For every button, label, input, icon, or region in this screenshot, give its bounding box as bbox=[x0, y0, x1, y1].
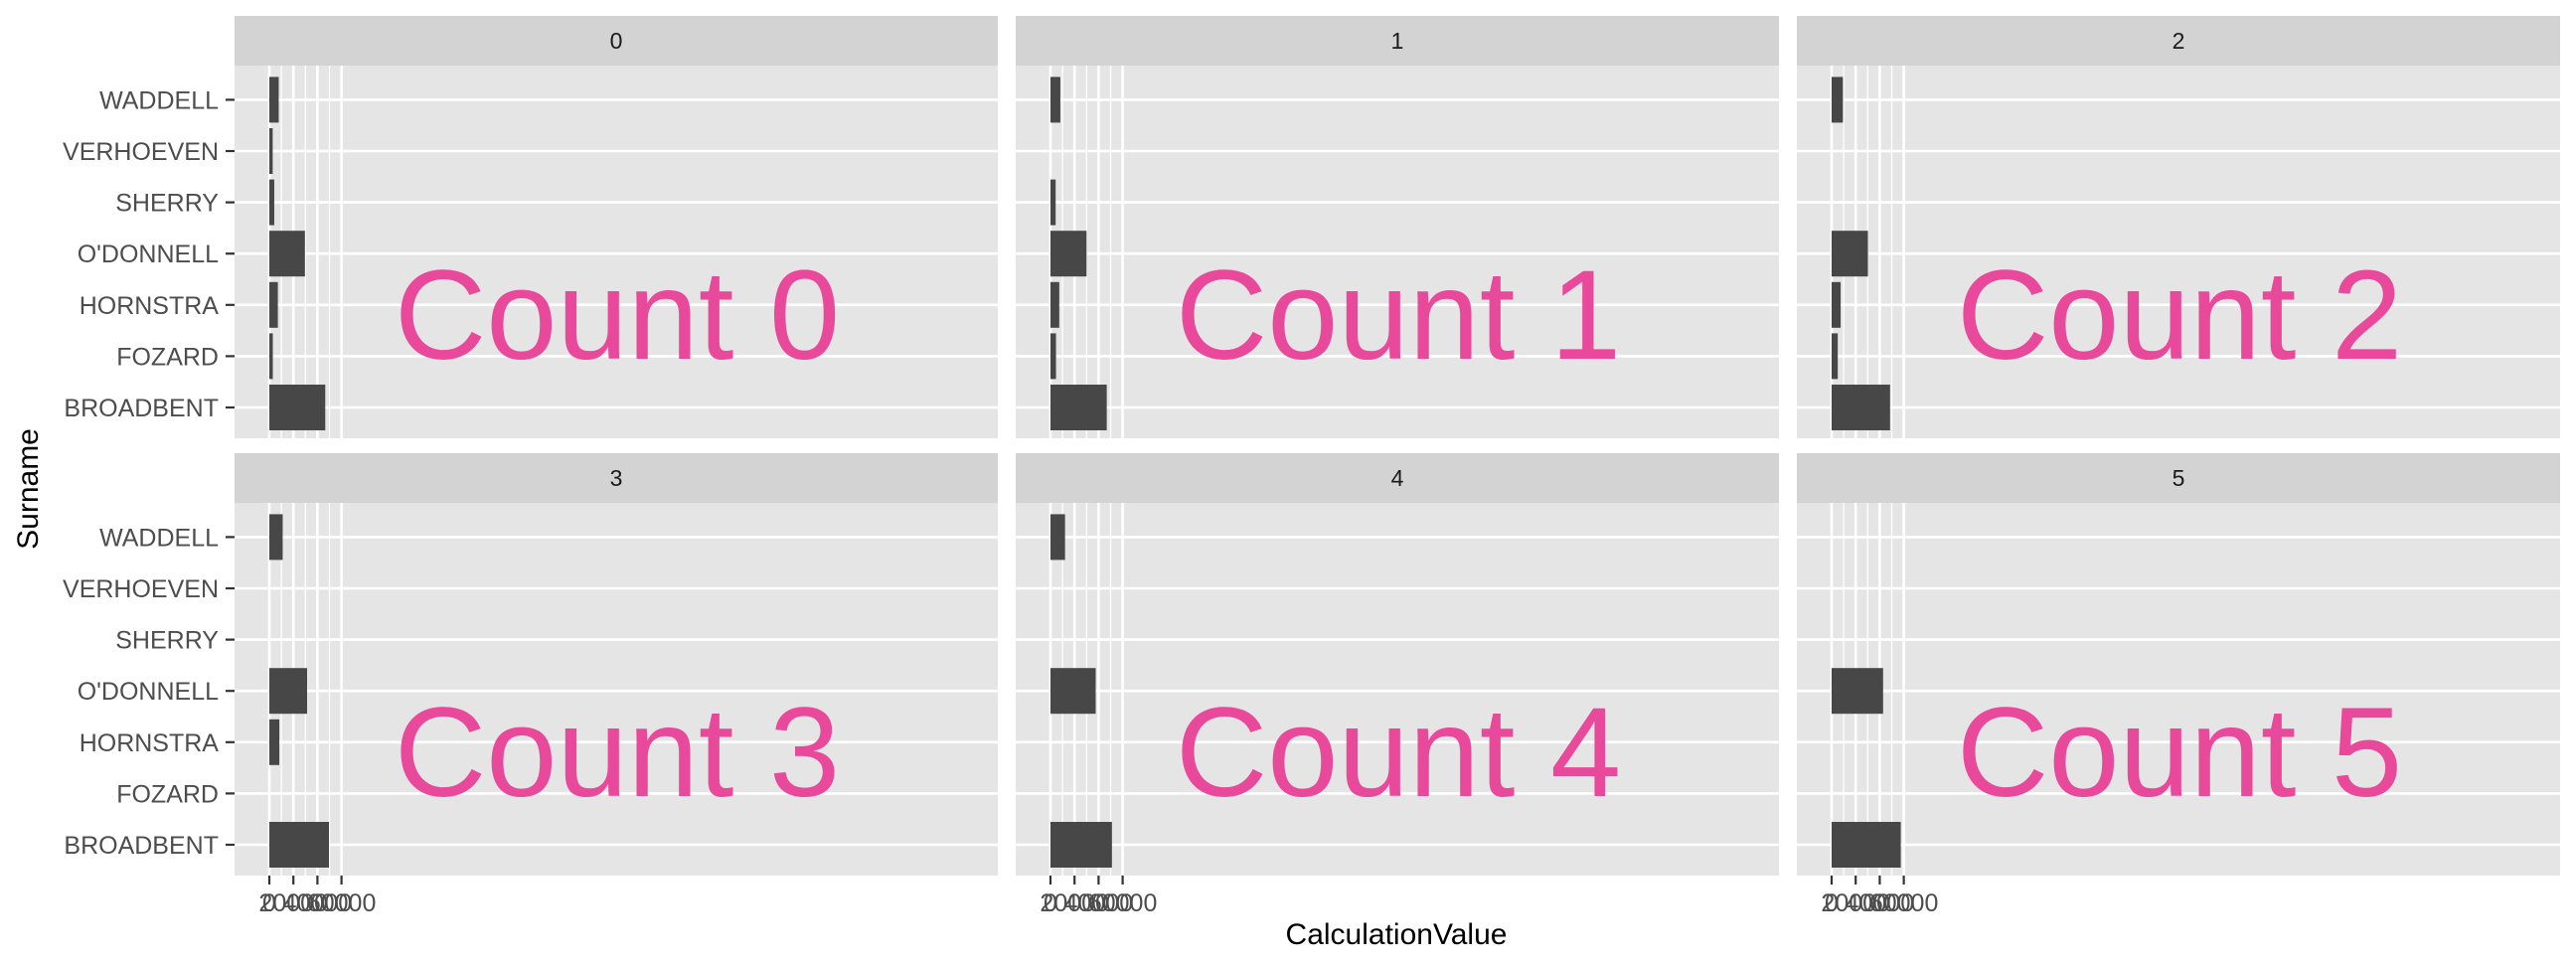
bar-broadbent bbox=[1050, 822, 1112, 868]
x-tick-label: 40000 bbox=[283, 889, 353, 917]
panel-overlay-label: Count 3 bbox=[395, 682, 840, 824]
y-tick-label: HORNSTRA bbox=[80, 729, 220, 757]
x-tick-label: 40000 bbox=[1064, 889, 1134, 917]
bar-odonnell bbox=[269, 668, 307, 715]
x-tick-label: 60000 bbox=[307, 889, 377, 917]
panel-background bbox=[235, 66, 998, 438]
panel-overlay-label: Count 0 bbox=[395, 244, 840, 387]
x-tick-label: 0 bbox=[262, 889, 276, 917]
bar-fozard bbox=[1050, 333, 1056, 380]
facet-panel: 2 Count 2 bbox=[1797, 16, 2560, 438]
bar-sherry bbox=[269, 179, 274, 226]
facet-strip bbox=[1797, 453, 2560, 503]
panel-background bbox=[1797, 503, 2560, 876]
bar-hornstra bbox=[1050, 281, 1059, 328]
x-tick-label: 40000 bbox=[1846, 889, 1915, 917]
y-tick-label: HORNSTRA bbox=[80, 292, 220, 320]
bar-sherry bbox=[1050, 179, 1056, 226]
y-tick-label: FOZARD bbox=[116, 343, 219, 371]
bar-odonnell bbox=[1050, 668, 1096, 715]
facet-panel: 0 Count 0 BROADBENT FOZARD HORNSTRA O'DONNELL… bbox=[63, 16, 998, 438]
y-tick-label: BROADBENT bbox=[64, 395, 219, 422]
bar-fozard bbox=[269, 333, 273, 380]
bar-odonnell bbox=[1832, 231, 1868, 277]
facet-strip bbox=[1016, 453, 1779, 503]
bar-fozard bbox=[1832, 333, 1839, 380]
y-tick-label: VERHOEVEN bbox=[63, 575, 219, 603]
bar-hornstra bbox=[269, 281, 278, 328]
bar-verhoeven bbox=[269, 128, 273, 174]
facet-strip-label: 0 bbox=[610, 28, 623, 54]
y-tick-label: VERHOEVEN bbox=[63, 138, 219, 166]
facet-strip-label: 1 bbox=[1391, 28, 1404, 54]
x-tick-label: 0 bbox=[1825, 889, 1839, 917]
panel-background bbox=[1016, 66, 1779, 438]
bar-broadbent bbox=[1832, 385, 1890, 430]
x-tick-label: 60000 bbox=[1088, 889, 1158, 917]
y-tick-label: O'DONNELL bbox=[78, 678, 219, 706]
bar-broadbent bbox=[1832, 822, 1901, 868]
bar-broadbent bbox=[269, 385, 326, 430]
bar-odonnell bbox=[1050, 231, 1087, 277]
facet-strip-label: 5 bbox=[2173, 465, 2185, 491]
y-tick-label: SHERRY bbox=[115, 190, 219, 218]
panel-overlay-label: Count 2 bbox=[1957, 244, 2402, 387]
y-tick-label: BROADBENT bbox=[64, 832, 219, 860]
bar-odonnell bbox=[269, 231, 305, 277]
bar-waddell bbox=[269, 77, 279, 123]
y-tick-label: O'DONNELL bbox=[78, 241, 219, 268]
bar-hornstra bbox=[1832, 281, 1842, 328]
facet-strip bbox=[235, 16, 998, 66]
panel-background bbox=[1797, 66, 2560, 438]
x-axis-title: CalculationValue bbox=[1286, 918, 1508, 951]
bar-broadbent bbox=[1050, 385, 1107, 430]
panel-overlay-label: Count 5 bbox=[1957, 682, 2402, 824]
facet-strip-label: 2 bbox=[2173, 28, 2185, 54]
y-tick-label: WADDELL bbox=[99, 86, 219, 114]
bar-hornstra bbox=[269, 719, 280, 765]
panel-background bbox=[235, 503, 998, 876]
facet-strip-label: 4 bbox=[1391, 465, 1404, 491]
y-tick-label: WADDELL bbox=[99, 524, 219, 552]
bar-waddell bbox=[1050, 514, 1065, 561]
x-tick-label: 60000 bbox=[1869, 889, 1939, 917]
bar-waddell bbox=[1050, 77, 1060, 123]
bar-broadbent bbox=[269, 822, 330, 868]
facet-strip-label: 3 bbox=[610, 465, 623, 491]
facet-panels: 0 Count 0 BROADBENT FOZARD HORNSTRA O'DONNELL… bbox=[63, 16, 2560, 917]
panel-background bbox=[1016, 503, 1779, 876]
bar-waddell bbox=[1832, 77, 1844, 123]
x-tick-label: 20000 bbox=[1821, 889, 1890, 917]
facet-panel: 1 Count 1 bbox=[1016, 16, 1779, 438]
y-axis-title: Surname bbox=[12, 428, 45, 550]
x-tick-label: 20000 bbox=[258, 889, 328, 917]
y-tick-label: FOZARD bbox=[116, 780, 219, 808]
facet-strip bbox=[1016, 16, 1779, 66]
facet-panel: 3 Count 3 BROADBENT FOZARD HORNSTRA O'DONNELL… bbox=[63, 453, 998, 917]
facet-strip bbox=[1797, 16, 2560, 66]
panel-overlay-label: Count 4 bbox=[1176, 682, 1621, 824]
bar-odonnell bbox=[1832, 668, 1883, 715]
y-tick-label: SHERRY bbox=[115, 627, 219, 655]
facet-strip bbox=[235, 453, 998, 503]
panel-overlay-label: Count 1 bbox=[1176, 244, 1621, 387]
x-tick-label: 20000 bbox=[1040, 889, 1109, 917]
bar-waddell bbox=[269, 514, 283, 561]
x-tick-label: 0 bbox=[1044, 889, 1057, 917]
